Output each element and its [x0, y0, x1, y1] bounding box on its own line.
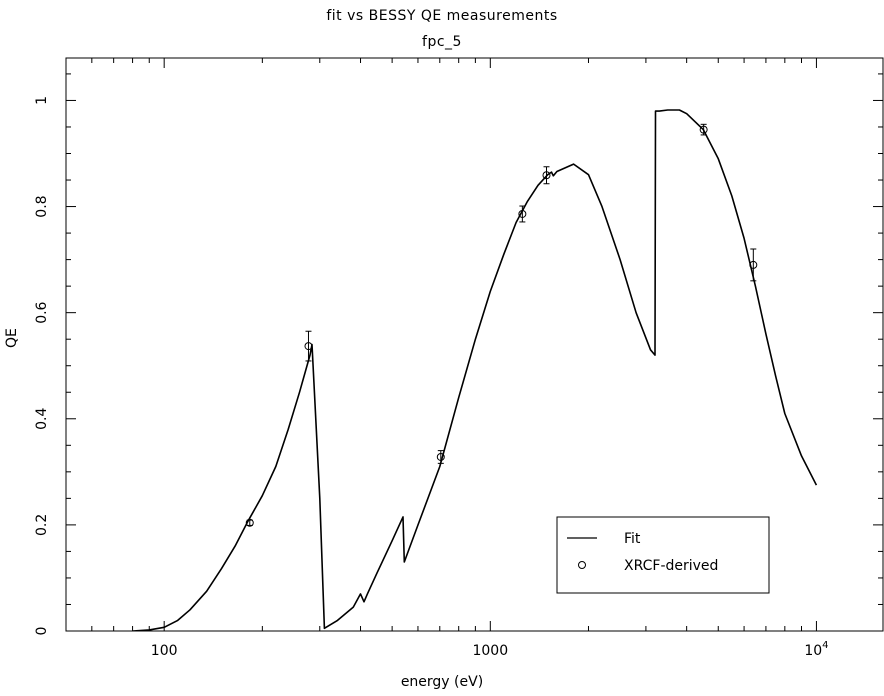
data-point	[749, 260, 758, 269]
chart-title: fit vs BESSY QE measurements	[326, 8, 558, 24]
x-tick-label: 1000	[472, 643, 508, 659]
y-tick-label: 1	[34, 96, 50, 105]
x-tick-label: 100	[151, 643, 178, 659]
data-point	[304, 342, 313, 351]
legend-box	[556, 516, 770, 594]
chart-subtitle: fpc_5	[422, 34, 462, 50]
legend-fit-label: Fit	[624, 531, 641, 547]
plot-frame	[65, 57, 884, 632]
data-point	[436, 452, 445, 461]
data-point	[699, 125, 708, 134]
y-tick-label: 0	[34, 627, 50, 636]
y-tick-label: 0.2	[34, 514, 50, 536]
x-axis-label: energy (eV)	[400, 674, 484, 690]
y-tick-label: 0.6	[34, 301, 50, 323]
data-point	[518, 209, 527, 218]
legend-xrcf-label: XRCF-derived	[624, 558, 718, 574]
y-tick-label: 0.8	[34, 195, 50, 217]
data-point	[542, 171, 551, 180]
y-tick-label: 0.4	[34, 408, 50, 430]
x-tick-label: 104	[804, 640, 828, 659]
fit-curve	[132, 109, 818, 631]
legend-xrcf-marker	[578, 561, 586, 569]
data-point	[245, 518, 254, 527]
